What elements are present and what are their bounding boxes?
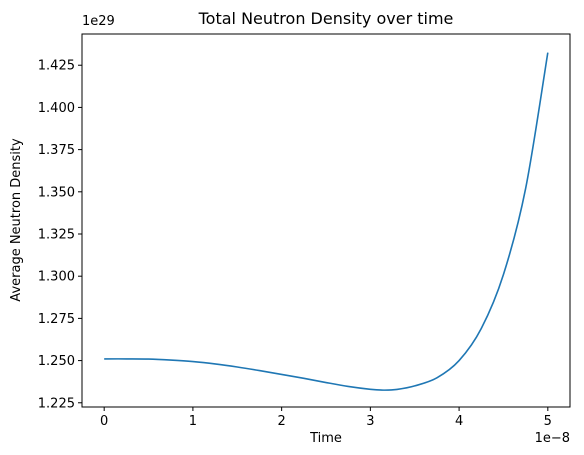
- y-tick-label: 1.225: [38, 396, 75, 411]
- y-tick-label: 1.350: [38, 185, 75, 200]
- x-tick-label: 2: [277, 414, 285, 429]
- x-tick-label: 0: [100, 414, 108, 429]
- y-tick-label: 1.275: [38, 312, 75, 327]
- x-tick-label: 4: [455, 414, 463, 429]
- y-tick-label: 1.300: [38, 270, 75, 285]
- x-tick-label: 3: [366, 414, 374, 429]
- y-offset-label: 1e29: [82, 14, 115, 29]
- x-offset-label: 1e−8: [535, 431, 570, 446]
- y-tick-label: 1.400: [38, 101, 75, 116]
- plot-frame: [81, 33, 571, 408]
- y-tick-label: 1.375: [38, 143, 75, 158]
- chart-title: Total Neutron Density over time: [198, 9, 454, 28]
- y-tick-label: 1.425: [38, 59, 75, 74]
- x-tick-label: 1: [189, 414, 197, 429]
- tick-layer: 0 1 2 3 4 5 1.225 1.250 1.275 1.300 1.325 1.350 1.37…: [38, 59, 552, 429]
- y-tick-label: 1.325: [38, 228, 75, 243]
- line-layer: [104, 52, 549, 391]
- series-line: [104, 52, 549, 391]
- y-axis-label: Average Neutron Density: [9, 138, 24, 302]
- x-tick-label: 5: [544, 414, 552, 429]
- y-tick-label: 1.250: [38, 354, 75, 369]
- x-axis-label: Time: [309, 431, 342, 446]
